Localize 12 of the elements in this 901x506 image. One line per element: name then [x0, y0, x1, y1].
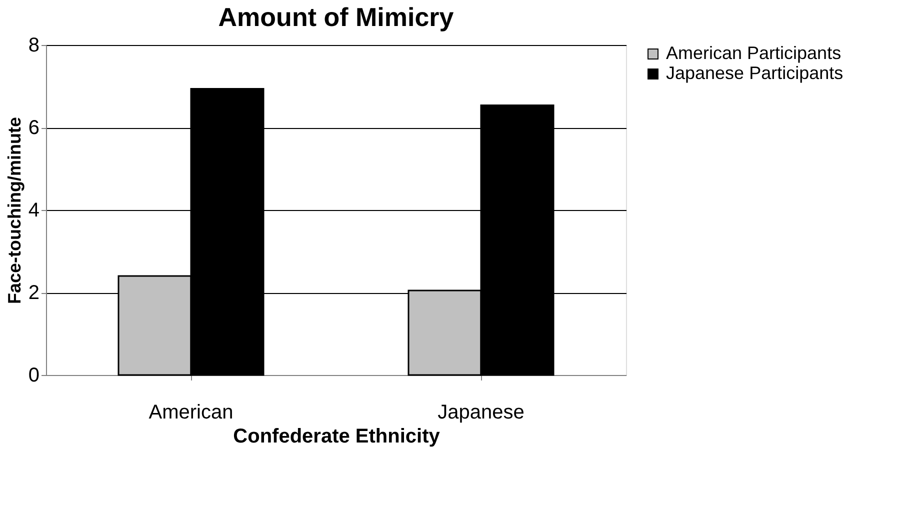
x-tick-label: American [148, 402, 234, 424]
x-axis-title: Confederate Ethnicity [233, 426, 441, 448]
y-tick-label: 8 [28, 34, 40, 56]
y-tick-label: 4 [28, 200, 40, 222]
y-tick-label: 2 [28, 282, 40, 304]
legend-label: American Participants [666, 43, 842, 63]
y-axis-title: Face-touching/minute [4, 116, 24, 304]
chart-title: Amount of Mimicry [218, 2, 454, 32]
y-tick-label: 0 [28, 364, 40, 386]
y-tick-label: 6 [28, 117, 40, 139]
x-tick-label: Japanese [438, 402, 524, 424]
legend-label: Japanese Participants [666, 63, 844, 83]
